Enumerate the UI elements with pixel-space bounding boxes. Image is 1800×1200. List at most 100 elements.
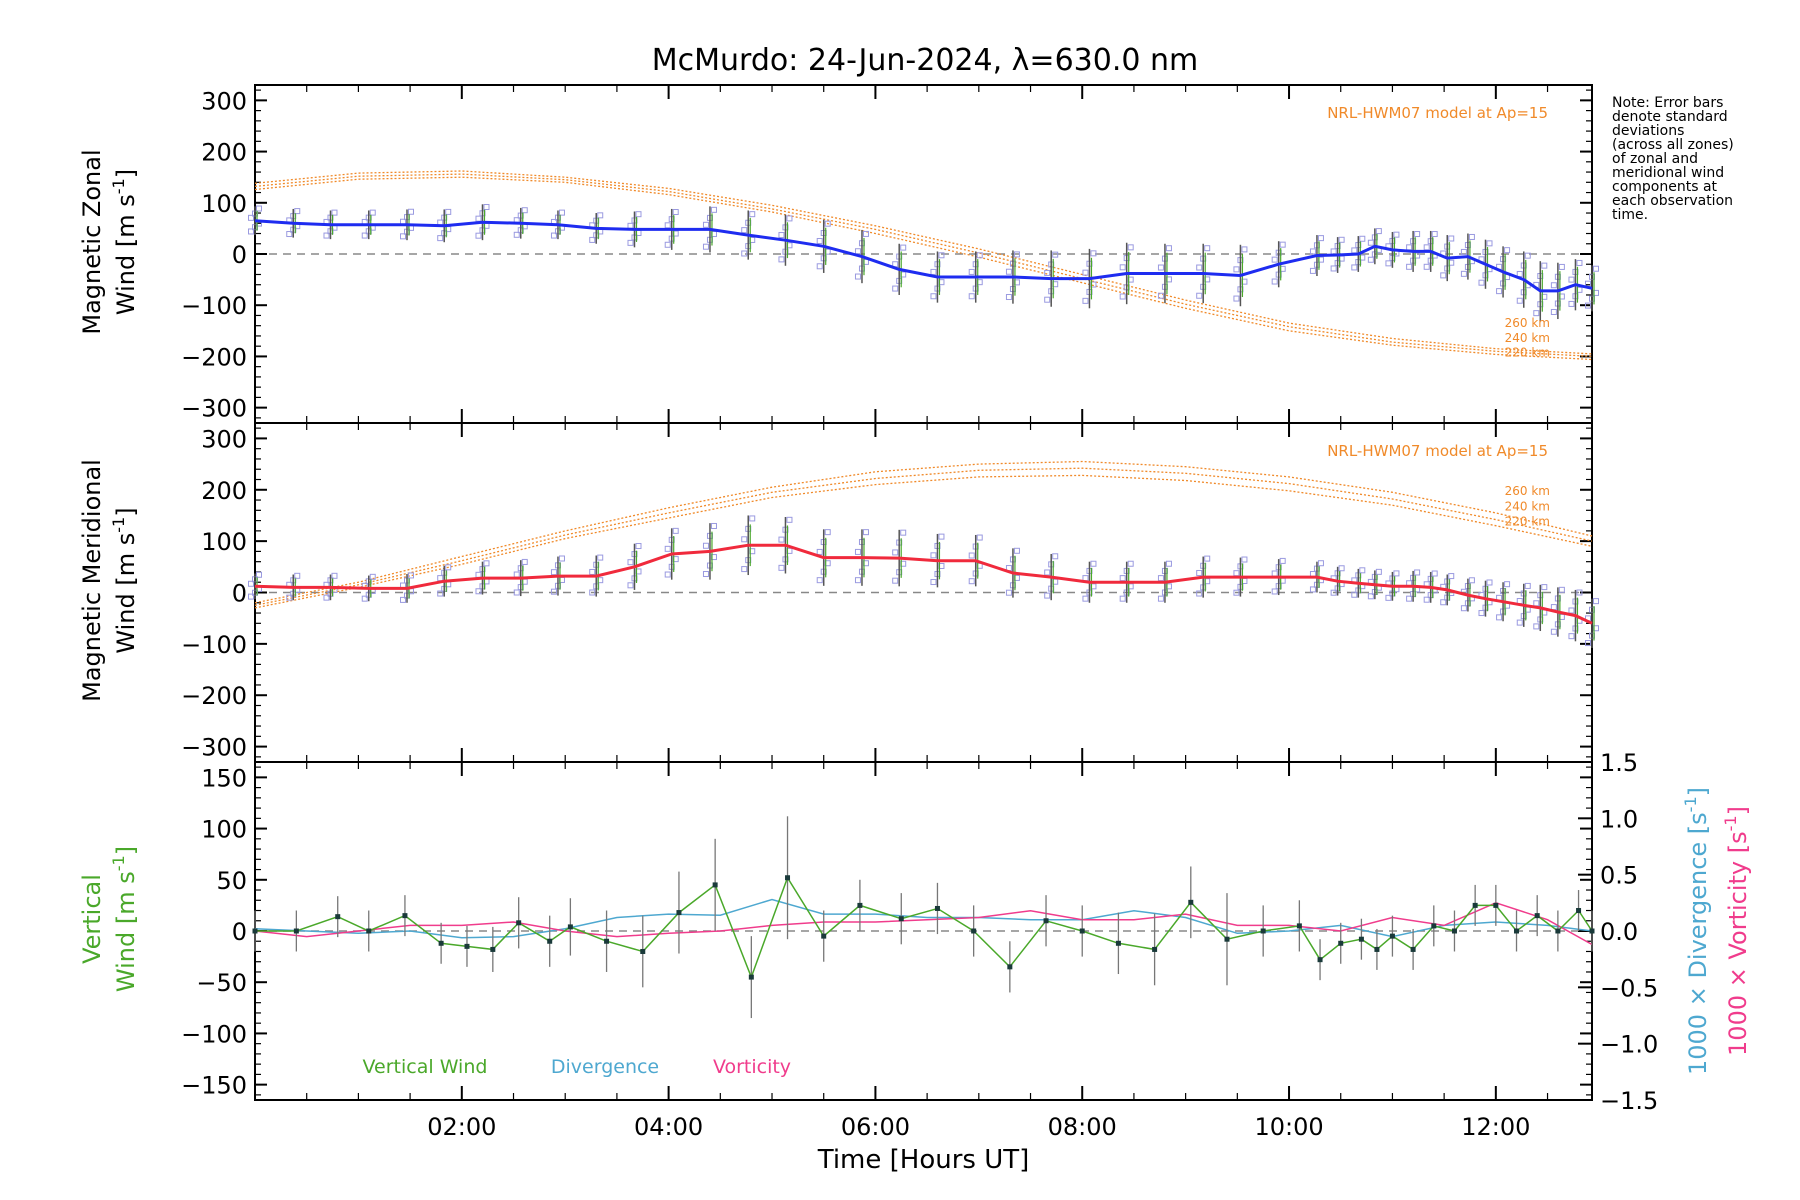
right-y-tick-label: 0.0: [1600, 918, 1638, 946]
zone-marker: [816, 548, 823, 555]
zone-marker: [1585, 280, 1591, 287]
zone-marker: [1406, 263, 1413, 270]
vertical-wind-point: [785, 875, 791, 881]
zone-marker: [1317, 235, 1324, 242]
right-y-tick-label: −1.0: [1600, 1031, 1658, 1059]
zone-marker: [930, 293, 937, 300]
vertical-wind-point: [438, 940, 444, 946]
model-curve: [254, 460, 1593, 604]
right-y-tick-label: 1.0: [1600, 805, 1638, 833]
zone-marker: [1241, 246, 1248, 253]
y-axis-label: Vertical Wind [m s-1]: [78, 846, 140, 992]
zone-marker: [331, 209, 338, 216]
zone-marker: [892, 577, 899, 584]
right-y-tick-label: −1.5: [1600, 1087, 1658, 1115]
panel-vertical: 150 100 50 0 −50 −100 −150 1.5 1.0 0.5 0.0 −0.5 −1.0…: [181, 749, 1752, 1115]
panel-zonal: 300 200 100 0 −100 −200 −300 NRL-HWM07 model at…: [181, 84, 1599, 424]
zone-marker: [824, 529, 831, 536]
right-label-divergence: 1000 × Divergence [s-1]: [1681, 787, 1712, 1075]
model-curve: [254, 173, 1593, 358]
right-y-tick-label: 0.5: [1600, 862, 1638, 890]
zone-marker: [664, 545, 671, 552]
y-axis-label-line1: Magnetic Meridional: [78, 459, 106, 702]
zone-marker: [710, 522, 717, 529]
vertical-wind-point: [1389, 933, 1395, 939]
x-tick-label: 12:00: [1461, 1113, 1530, 1141]
zone-marker: [816, 263, 823, 270]
zone-marker: [930, 552, 937, 559]
vertical-wind-point: [604, 938, 610, 944]
vertical-wind-point: [971, 928, 977, 934]
zone-marker: [1550, 604, 1557, 611]
zone-marker: [589, 589, 596, 596]
zone-marker: [369, 209, 376, 216]
divergence-line: [254, 898, 1593, 939]
zone-marker: [437, 590, 444, 597]
zone-marker: [445, 564, 452, 571]
zone-marker: [1005, 294, 1012, 301]
zone-marker: [1279, 557, 1286, 564]
y-tick-label: −50: [196, 969, 247, 997]
zone-marker: [635, 543, 642, 550]
zone-marker: [1119, 293, 1126, 300]
zone-marker: [702, 243, 709, 250]
zone-marker: [627, 559, 634, 566]
zone-marker: [968, 552, 975, 559]
vertical-wind-line: [255, 875, 1593, 980]
zone-marker: [361, 232, 368, 239]
zone-marker: [1351, 247, 1358, 254]
vertical-wind-point: [1188, 899, 1194, 905]
model-label: NRL-HWM07 model at Ap=15: [1327, 442, 1548, 460]
model-label: NRL-HWM07 model at Ap=15: [1327, 104, 1548, 122]
model-altitude-label: 260 km: [1505, 316, 1550, 330]
zone-marker: [778, 536, 785, 543]
zone-marker: [589, 568, 596, 575]
vertical-wind-point: [402, 913, 408, 919]
zone-marker: [1127, 244, 1134, 251]
zone-marker: [968, 268, 975, 275]
model-altitude-label: 240 km: [1505, 331, 1550, 345]
zone-marker: [900, 244, 907, 251]
vertical-wind-point: [1224, 936, 1230, 942]
zone-marker: [475, 571, 482, 578]
y-tick-label: 100: [201, 528, 247, 556]
zone-marker: [1558, 586, 1565, 593]
vertical-wind-point: [252, 928, 258, 934]
zone-marker: [1241, 556, 1248, 563]
note-line: meridional wind: [1612, 165, 1725, 181]
zone-marker: [1044, 592, 1051, 599]
zone-marker: [558, 209, 565, 216]
zone-marker: [1367, 256, 1374, 263]
zone-marker: [816, 237, 823, 244]
zone-marker: [1550, 282, 1557, 289]
zone-marker: [1196, 264, 1203, 271]
vertical-wind-point: [898, 916, 904, 922]
zone-marker: [778, 256, 785, 263]
y-tick-label: −200: [181, 343, 247, 371]
zone-marker: [786, 516, 793, 523]
zone-marker: [1271, 570, 1278, 577]
zone-marker: [1558, 263, 1565, 270]
zone-marker: [749, 515, 756, 522]
zone-marker: [1271, 256, 1278, 263]
zone-marker: [1196, 590, 1203, 597]
zone-marker: [248, 580, 254, 587]
y-tick-label: 0: [232, 580, 247, 608]
y-tick-label: −100: [181, 1020, 247, 1048]
zone-marker: [408, 572, 415, 579]
zone-marker: [1082, 575, 1089, 582]
zone-marker: [854, 273, 861, 280]
zone-marker: [256, 205, 262, 212]
zone-marker: [1367, 593, 1374, 600]
zone-marker: [1157, 292, 1164, 299]
zone-marker: [597, 212, 604, 219]
zone-marker: [1317, 560, 1324, 567]
y-tick-label: 150: [201, 764, 247, 792]
zone-marker: [1504, 247, 1511, 254]
zone-marker: [1541, 262, 1548, 269]
zone-marker: [1119, 575, 1126, 582]
zone-marker: [968, 293, 975, 300]
zone-marker: [741, 566, 748, 573]
zone-marker: [1082, 297, 1089, 304]
model-curve: [254, 474, 1593, 609]
